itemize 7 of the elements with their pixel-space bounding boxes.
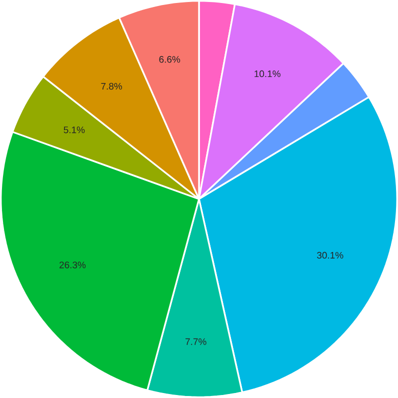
data-label: 5.1%: [64, 126, 85, 134]
data-label: 10.1%: [254, 70, 280, 78]
data-label: 7.7%: [186, 338, 206, 345]
data-label: 7.8%: [101, 82, 122, 90]
data-label: 26.3%: [60, 262, 86, 268]
data-label: 6.6%: [159, 56, 180, 63]
data-label: 30.1%: [317, 252, 344, 259]
